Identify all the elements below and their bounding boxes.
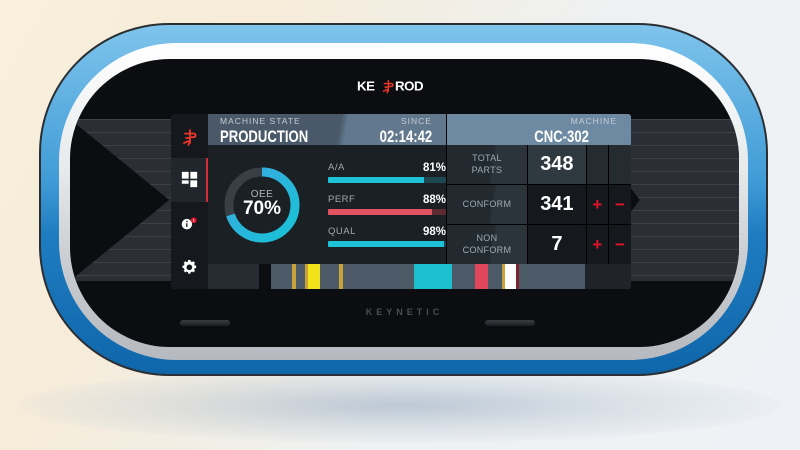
svg-text:ROD: ROD — [395, 78, 424, 93]
svg-text:1: 1 — [193, 219, 195, 223]
svg-text:KE: KE — [357, 78, 375, 93]
